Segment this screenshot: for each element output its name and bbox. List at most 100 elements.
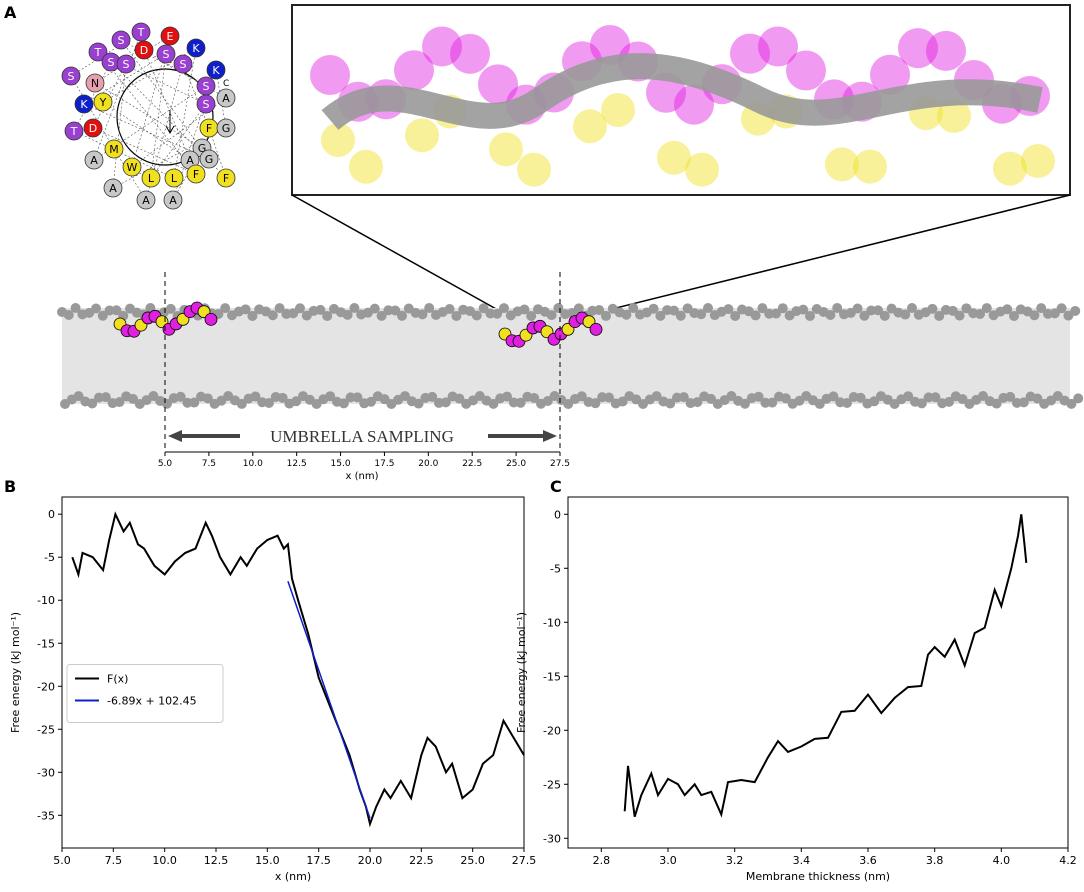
x-tick-label: 2.8 bbox=[593, 854, 611, 867]
headgroup bbox=[390, 305, 401, 316]
headgroup bbox=[247, 311, 258, 321]
headgroup bbox=[1009, 310, 1019, 321]
headgroup bbox=[771, 308, 781, 319]
headgroup bbox=[295, 303, 305, 314]
headgroup bbox=[87, 398, 98, 409]
peptide-atom bbox=[204, 312, 218, 326]
tick-label: 20.0 bbox=[418, 459, 438, 469]
x-tick-label: 10.0 bbox=[152, 854, 177, 867]
residue bbox=[111, 30, 131, 50]
atom bbox=[758, 26, 798, 67]
headgroup bbox=[573, 303, 584, 314]
residue-letter: F bbox=[223, 172, 229, 185]
residue-letter: S bbox=[118, 34, 125, 47]
y-tick-label: -10 bbox=[37, 594, 55, 607]
residue bbox=[122, 157, 142, 177]
headgroup bbox=[675, 310, 686, 321]
headgroup bbox=[369, 303, 380, 314]
headgroup bbox=[488, 398, 499, 409]
x-tick-label: 27.5 bbox=[512, 854, 537, 867]
membrane-render bbox=[57, 301, 1084, 409]
residue bbox=[88, 42, 108, 62]
headgroup bbox=[740, 398, 750, 409]
wheel-spoke bbox=[93, 31, 142, 161]
x-tick-label: 4.0 bbox=[993, 854, 1011, 867]
headgroup bbox=[349, 303, 360, 314]
residue-letter: F bbox=[206, 122, 212, 135]
headgroup bbox=[366, 396, 376, 407]
headgroup bbox=[859, 310, 870, 321]
headgroup bbox=[499, 303, 509, 314]
wheel-spoke bbox=[83, 103, 210, 160]
residue bbox=[104, 139, 124, 159]
headgroup bbox=[553, 303, 564, 314]
x-tick-label: 7.5 bbox=[105, 854, 123, 867]
headgroup bbox=[780, 393, 791, 404]
headgroup bbox=[869, 396, 880, 407]
residue-letter: A bbox=[222, 92, 230, 105]
x-tick-label: 4.2 bbox=[1059, 854, 1077, 867]
headgroup bbox=[546, 310, 557, 321]
residue-letter: E bbox=[167, 30, 174, 43]
legend-label: F(x) bbox=[107, 673, 128, 686]
wheel-spoke bbox=[112, 63, 127, 189]
atom bbox=[937, 98, 971, 133]
headgroup bbox=[1070, 305, 1081, 316]
y-tick-label: -10 bbox=[543, 616, 561, 629]
residue-letter: K bbox=[192, 42, 200, 55]
headgroup bbox=[692, 397, 703, 408]
headgroup bbox=[665, 398, 676, 409]
y-tick-label: -25 bbox=[543, 778, 561, 791]
residue bbox=[216, 88, 236, 108]
headgroup bbox=[274, 303, 285, 314]
panel-label: A bbox=[4, 3, 17, 22]
panel-label: C bbox=[550, 477, 562, 496]
headgroup bbox=[267, 310, 278, 321]
residue bbox=[136, 190, 156, 210]
x-tick-label: 22.5 bbox=[409, 854, 434, 867]
headgroup bbox=[100, 392, 111, 403]
headgroup bbox=[1073, 393, 1084, 404]
headgroup bbox=[576, 391, 587, 402]
tick-label: 15.0 bbox=[331, 459, 351, 469]
residue-letter: S bbox=[203, 80, 210, 93]
y-tick-label: 0 bbox=[48, 508, 55, 521]
headgroup bbox=[73, 391, 84, 402]
wheel-spoke bbox=[73, 130, 175, 179]
headgroup bbox=[590, 398, 601, 409]
residue bbox=[216, 168, 236, 188]
headgroup bbox=[916, 398, 927, 409]
headgroup bbox=[277, 392, 288, 403]
x-tick-label: 3.6 bbox=[859, 854, 877, 867]
headgroup bbox=[903, 391, 914, 402]
plot-frame bbox=[567, 496, 1069, 849]
headgroup bbox=[342, 309, 353, 320]
headgroup bbox=[852, 303, 863, 314]
headgroup bbox=[417, 309, 428, 320]
headgroup bbox=[750, 310, 761, 321]
atom bbox=[870, 54, 910, 95]
atom bbox=[349, 149, 383, 184]
atom bbox=[394, 50, 434, 91]
headgroup bbox=[757, 303, 768, 314]
series-line bbox=[287, 580, 371, 819]
residue bbox=[93, 92, 113, 112]
atom bbox=[993, 151, 1027, 186]
peptide-atom bbox=[589, 322, 603, 336]
atom bbox=[730, 33, 770, 74]
atom bbox=[405, 118, 439, 153]
sampling-label: UMBRELLA SAMPLING bbox=[270, 427, 454, 446]
x-axis-label: Membrane thickness (nm) bbox=[746, 870, 890, 883]
atom bbox=[601, 93, 635, 128]
residue-letter: A bbox=[186, 154, 194, 167]
headgroup bbox=[97, 310, 108, 321]
headgroup bbox=[1066, 398, 1077, 409]
headgroup bbox=[189, 397, 200, 408]
headgroup bbox=[114, 397, 125, 408]
residue-letter: F bbox=[193, 168, 199, 181]
headgroup bbox=[798, 304, 809, 315]
atom bbox=[450, 33, 490, 74]
headgroup bbox=[526, 310, 537, 321]
wheel-spoke bbox=[150, 103, 207, 179]
